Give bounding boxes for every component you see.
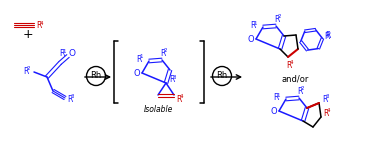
Text: 4: 4 <box>180 94 183 99</box>
Text: 4: 4 <box>290 60 293 65</box>
Text: 1: 1 <box>62 49 66 54</box>
Text: R: R <box>160 48 166 58</box>
Text: 1: 1 <box>139 54 143 59</box>
Text: R: R <box>136 55 141 64</box>
Text: R: R <box>67 95 72 103</box>
Text: R: R <box>59 50 64 58</box>
Text: 3: 3 <box>172 75 176 80</box>
Text: R: R <box>286 61 291 69</box>
Text: 2: 2 <box>26 66 30 71</box>
Text: R: R <box>250 21 256 31</box>
Text: Rh: Rh <box>90 72 102 80</box>
Text: +: + <box>23 29 33 42</box>
Text: R: R <box>325 31 330 40</box>
Text: R: R <box>23 66 28 76</box>
Text: 2: 2 <box>277 14 281 19</box>
Text: 2: 2 <box>164 48 167 53</box>
Text: R: R <box>297 87 302 95</box>
Text: R: R <box>169 76 174 85</box>
Text: O: O <box>271 106 277 116</box>
Text: 4: 4 <box>327 108 330 113</box>
Text: 3: 3 <box>71 94 74 99</box>
Text: R: R <box>36 21 41 31</box>
Text: R: R <box>324 32 330 41</box>
Text: O: O <box>134 69 140 77</box>
Text: Isolable: Isolable <box>143 106 173 114</box>
Text: and/or: and/or <box>281 74 309 84</box>
Text: R: R <box>176 95 181 103</box>
Text: 2: 2 <box>301 86 304 91</box>
Text: O: O <box>248 34 254 43</box>
Text: Rh: Rh <box>216 72 228 80</box>
Text: 1: 1 <box>276 93 280 98</box>
Text: R: R <box>273 93 278 103</box>
Text: R: R <box>322 95 327 103</box>
Text: O: O <box>68 48 76 58</box>
Text: R: R <box>323 109 328 117</box>
Text: 3: 3 <box>325 94 329 99</box>
Text: R: R <box>274 14 279 24</box>
Text: 1: 1 <box>254 21 257 26</box>
Text: 4: 4 <box>39 21 43 26</box>
